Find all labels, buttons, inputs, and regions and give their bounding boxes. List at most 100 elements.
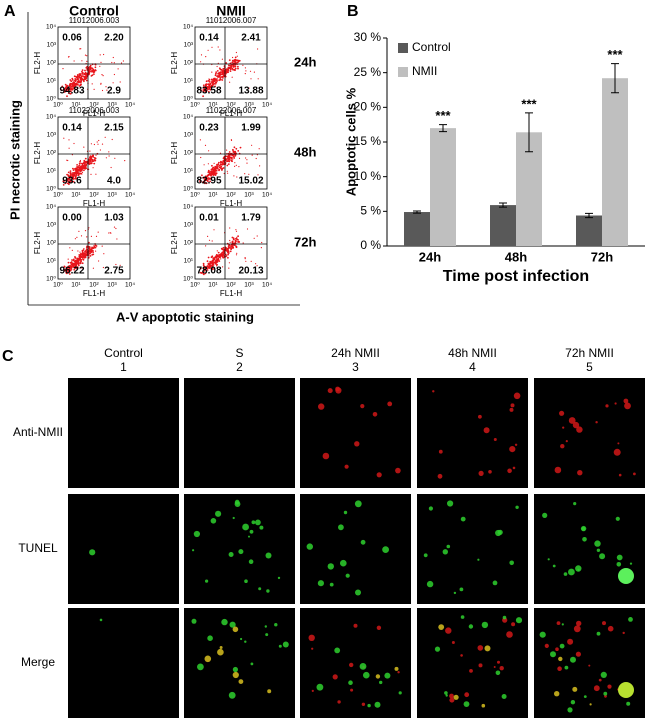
event-dot bbox=[255, 263, 257, 265]
cell-red bbox=[562, 426, 565, 429]
micrograph bbox=[417, 494, 528, 604]
event-dot bbox=[75, 75, 77, 78]
event-dot bbox=[71, 88, 74, 90]
event-dot bbox=[260, 247, 262, 249]
event-dot bbox=[202, 84, 205, 87]
event-dot bbox=[114, 157, 116, 159]
event-dot bbox=[120, 62, 123, 64]
event-dot bbox=[237, 235, 240, 238]
event-dot bbox=[203, 180, 206, 182]
cell-red bbox=[483, 427, 490, 434]
event-dot bbox=[74, 256, 76, 258]
event-dot bbox=[206, 80, 208, 82]
event-dot bbox=[207, 163, 209, 165]
event-dot bbox=[257, 174, 259, 176]
cell-red bbox=[311, 689, 314, 693]
event-dot bbox=[208, 262, 211, 265]
y-tick-label: 5 % bbox=[360, 204, 381, 218]
event-dot bbox=[211, 71, 213, 73]
event-dot bbox=[90, 173, 92, 175]
cell-red bbox=[349, 662, 354, 668]
event-dot bbox=[203, 181, 206, 184]
event-dot bbox=[70, 261, 73, 263]
event-dot bbox=[98, 260, 100, 262]
event-dot bbox=[257, 48, 259, 50]
cell-green bbox=[277, 576, 281, 580]
event-dot bbox=[110, 232, 112, 234]
event-dot bbox=[211, 171, 214, 174]
event-dot bbox=[115, 227, 117, 230]
cell-green bbox=[616, 562, 622, 567]
event-dot bbox=[74, 84, 76, 86]
cell-red bbox=[308, 634, 315, 641]
event-dot bbox=[75, 262, 78, 265]
cell-green bbox=[210, 518, 217, 524]
event-dot bbox=[88, 158, 90, 161]
event-dot bbox=[237, 60, 240, 63]
cell-red bbox=[559, 410, 565, 416]
event-dot bbox=[89, 248, 91, 251]
event-dot bbox=[219, 152, 222, 154]
cell-red bbox=[507, 468, 512, 474]
event-dot bbox=[209, 172, 212, 175]
cell-green bbox=[495, 529, 502, 537]
event-dot bbox=[67, 265, 70, 268]
event-dot bbox=[100, 83, 102, 85]
event-dot bbox=[205, 56, 207, 58]
event-dot bbox=[207, 235, 209, 237]
cell-green bbox=[596, 548, 601, 552]
event-dot bbox=[67, 268, 69, 271]
event-dot bbox=[231, 61, 234, 64]
event-dot bbox=[74, 177, 76, 180]
plot-y-label: FL2-H bbox=[33, 232, 42, 254]
plot-x-tick: 10⁴ bbox=[262, 192, 272, 199]
cell-green bbox=[600, 671, 607, 679]
event-dot bbox=[226, 164, 229, 167]
cell-green bbox=[426, 580, 434, 588]
plot-x-tick: 10⁰ bbox=[53, 102, 63, 109]
plot-x-tick: 10⁴ bbox=[262, 102, 272, 109]
event-dot bbox=[65, 271, 68, 274]
event-dot bbox=[207, 49, 209, 51]
event-dot bbox=[210, 176, 212, 178]
x-axis-label: Time post infection bbox=[443, 268, 589, 285]
event-dot bbox=[89, 252, 91, 255]
cell-green bbox=[481, 703, 486, 708]
event-dot bbox=[242, 242, 244, 244]
cell-green bbox=[559, 643, 565, 649]
event-dot bbox=[94, 69, 97, 71]
event-dot bbox=[233, 64, 235, 67]
event-dot bbox=[207, 269, 209, 271]
event-dot bbox=[119, 179, 121, 181]
quadrant-value: 1.99 bbox=[241, 123, 261, 134]
event-dot bbox=[227, 157, 229, 159]
plot-y-tick: 10¹ bbox=[47, 78, 57, 85]
event-dot bbox=[200, 176, 202, 178]
event-dot bbox=[229, 227, 231, 229]
event-dot bbox=[211, 264, 214, 266]
legend-swatch bbox=[398, 43, 408, 53]
bar bbox=[602, 78, 628, 246]
plot-x-tick: 10³ bbox=[107, 192, 117, 199]
plot-y-label: FL2-H bbox=[170, 232, 179, 254]
cell-green bbox=[509, 560, 514, 566]
event-dot bbox=[238, 59, 241, 62]
cell-green bbox=[255, 519, 261, 526]
event-dot bbox=[233, 244, 235, 247]
cell-green bbox=[89, 549, 96, 556]
cell-green bbox=[572, 686, 578, 692]
column-title: S bbox=[235, 346, 243, 360]
plot-x-tick: 10¹ bbox=[208, 192, 218, 199]
y-tick-label: 20 % bbox=[354, 100, 382, 114]
event-dot bbox=[113, 62, 115, 64]
event-dot bbox=[212, 166, 215, 169]
event-dot bbox=[232, 149, 234, 151]
event-dot bbox=[81, 262, 84, 265]
event-dot bbox=[203, 270, 206, 272]
event-dot bbox=[62, 68, 64, 70]
cell-green bbox=[554, 691, 560, 697]
event-dot bbox=[80, 48, 82, 50]
event-dot bbox=[99, 54, 101, 56]
cell-green bbox=[423, 553, 428, 558]
